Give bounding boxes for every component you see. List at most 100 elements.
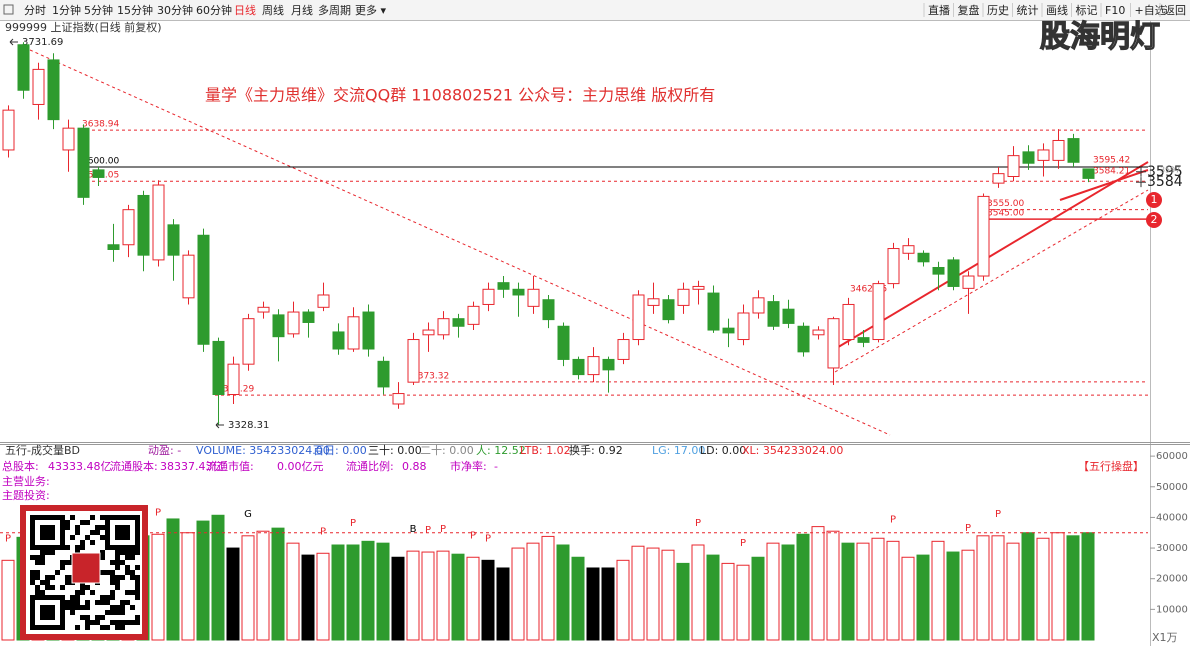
qr-finder [115, 525, 130, 540]
qr-module [120, 550, 125, 555]
qr-module [135, 590, 140, 595]
volume-bar [886, 540, 900, 641]
y-tick-label: 40000 [1156, 512, 1188, 523]
menu-icon[interactable] [3, 4, 14, 15]
level-label: 3555.00 [987, 199, 1024, 209]
volume-group [451, 553, 465, 641]
volume-bar [1051, 532, 1065, 641]
qr-module [120, 610, 125, 615]
qr-module [90, 590, 95, 595]
qr-module [65, 545, 70, 550]
qr-module [85, 585, 90, 590]
tab[interactable]: 15分钟 [117, 3, 153, 17]
qr-module [80, 615, 85, 620]
qr-module [135, 550, 140, 555]
toolbar-button[interactable]: 画线 [1046, 3, 1068, 17]
tab[interactable]: 1分钟 [52, 3, 81, 17]
qr-finder [40, 605, 55, 620]
qr-module [40, 560, 45, 565]
qr-module [75, 595, 80, 600]
candle-body [767, 301, 780, 327]
toolbar-button[interactable]: 标记 [1076, 3, 1098, 17]
tab[interactable]: 分时 [24, 4, 46, 17]
qr-module [75, 605, 80, 610]
qr-module [65, 580, 70, 585]
volume-group [616, 559, 630, 641]
qr-module [115, 565, 120, 570]
volume-bar [421, 551, 435, 641]
volume-bar [601, 567, 615, 641]
candle-body [812, 329, 825, 336]
candle-body [542, 299, 555, 321]
toolbar-button[interactable]: 复盘 [958, 3, 980, 17]
tab[interactable]: 多周期 [318, 3, 351, 17]
volume-bar [781, 544, 795, 641]
toolbar-button[interactable]: 直播 [928, 3, 950, 17]
volume-bar [946, 551, 960, 641]
volume-bar [616, 559, 630, 641]
volume-group [511, 547, 525, 641]
volume-bar [166, 518, 180, 641]
candle-body [1052, 139, 1065, 161]
qr-module [65, 605, 70, 610]
volume-group [631, 545, 645, 641]
qr-module [115, 575, 120, 580]
volume-bar [751, 556, 765, 641]
volume-bar [526, 542, 540, 641]
qr-module [60, 565, 65, 570]
toolbar-button[interactable]: 统计 [1017, 4, 1039, 17]
qr-module [110, 575, 115, 580]
volume-group [721, 562, 735, 641]
info: 总股本: [2, 459, 39, 473]
volume-group [1, 559, 15, 641]
qr-module [100, 525, 105, 530]
volume-bar [361, 540, 375, 641]
volume-group [571, 556, 585, 641]
candle-body [137, 194, 150, 256]
volume-group [1006, 542, 1020, 641]
right-label: 3584 [1147, 174, 1183, 190]
qr-module [115, 550, 120, 555]
candle-body [872, 283, 885, 341]
volume-bar [901, 556, 915, 641]
candle-body [707, 292, 720, 331]
volume-group [481, 559, 495, 641]
qr-module [65, 520, 70, 525]
candle-body [362, 311, 375, 350]
toolbar-button[interactable]: +自选 [1135, 4, 1166, 17]
tab[interactable]: 30分钟 [157, 3, 193, 17]
qr-module [115, 585, 120, 590]
qr-module [100, 535, 105, 540]
volume-group [556, 544, 570, 641]
tab[interactable]: 60分钟 [196, 3, 232, 17]
business-label: 主营业务: [2, 474, 50, 488]
candle-body [857, 337, 870, 343]
qr-module [65, 600, 70, 605]
level-label: 3638.94 [82, 120, 119, 130]
volume-group [361, 540, 375, 641]
pointer [215, 421, 224, 429]
price-label: 3584.21 [1093, 167, 1130, 177]
stat: 三十: 0.00 [368, 443, 422, 457]
qr-module [75, 530, 80, 535]
qr-module [115, 605, 120, 610]
candle-body [842, 303, 855, 341]
volume-bar [376, 542, 390, 641]
qr-module [120, 625, 125, 630]
volume-bar [676, 562, 690, 641]
toolbar-bg [0, 0, 1190, 20]
badge[interactable]: 【五行操盘】 [1078, 459, 1144, 473]
tab[interactable]: 5分钟 [84, 3, 113, 17]
volume-group [256, 530, 270, 641]
tab[interactable]: 更多 ▾ [355, 3, 386, 17]
toolbar-button[interactable]: F10 [1105, 4, 1125, 17]
toolbar-button[interactable]: 历史 [987, 4, 1009, 17]
tab[interactable]: 日线 [234, 3, 256, 17]
tab[interactable]: 周线 [262, 3, 284, 17]
toolbar-button[interactable]: 返回 [1164, 4, 1186, 17]
qr-module [85, 520, 90, 525]
volume-bar [826, 530, 840, 641]
tab[interactable]: 月线 [291, 3, 313, 17]
volume-bar [1, 559, 15, 641]
